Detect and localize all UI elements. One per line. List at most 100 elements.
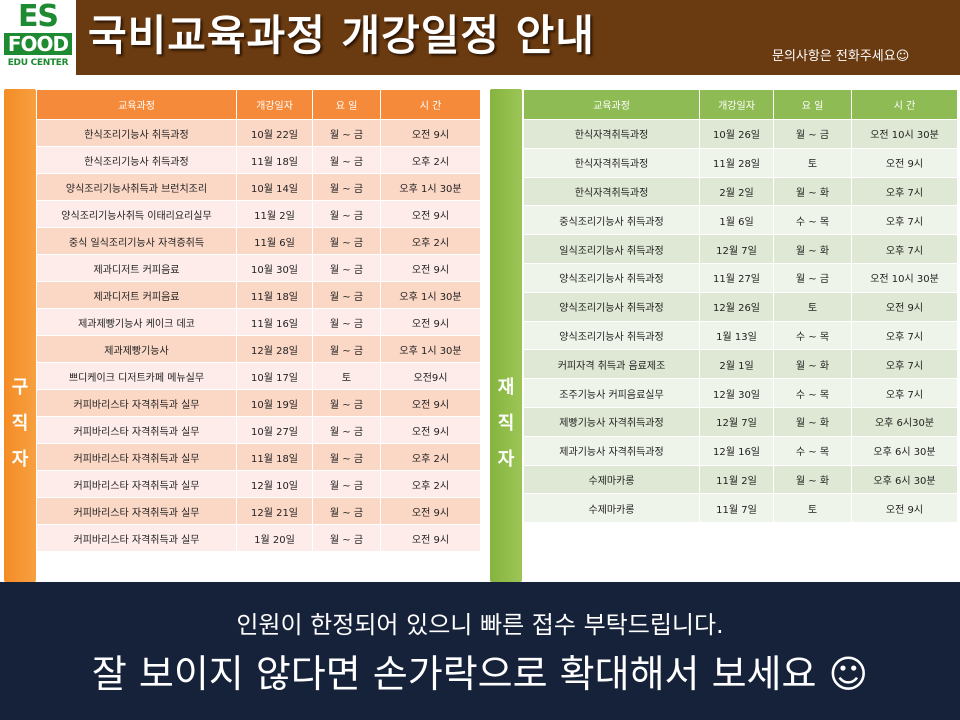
job-seeker-side-label: 구 직 자	[4, 89, 36, 582]
weekday-cell: 월 ~ 화	[773, 464, 852, 495]
side-label-char: 직	[497, 413, 515, 434]
course-cell: 커피바리스타 자격취득과 실무	[36, 443, 237, 471]
weekday-cell: 월 ~ 금	[312, 254, 381, 282]
footer-zoom-hint: 잘 보이지 않다면 손가락으로 확대해서 보세요 ☺	[91, 652, 869, 696]
column-header-start-date: 개강일자	[699, 89, 774, 120]
weekday-cell: 월 ~ 화	[773, 406, 852, 437]
time-cell: 오후 7시	[851, 234, 958, 264]
time-cell: 오후 1시 30분	[380, 281, 481, 309]
course-cell: 일식조리기능사 취득과정	[523, 234, 700, 264]
course-cell: 수제마카롱	[523, 493, 700, 524]
start-date-cell: 11월 18일	[236, 146, 313, 174]
course-cell: 양식조리기능사 취득과정	[523, 262, 700, 293]
table-row: 쁘디케이크 디저트카페 메뉴실무 10월 17일 토 오전9시	[36, 362, 481, 390]
course-cell: 조주기능사 커피음료실무	[523, 378, 700, 408]
table-row: 커피바리스타 자격취득과 실무 12월 21일 월 ~ 금 오전 9시	[36, 497, 481, 525]
table-row: 한식자격취득과정 2월 2일 월 ~ 화 오후 7시	[523, 176, 958, 207]
time-cell: 오전 10시 30분	[851, 119, 958, 149]
course-cell: 커피바리스타 자격취득과 실무	[36, 416, 237, 444]
weekday-cell: 토	[773, 493, 852, 524]
start-date-cell: 1월 6일	[699, 205, 774, 236]
table-row: 제과제빵기능사 케이크 데코 11월 16일 월 ~ 금 오전 9시	[36, 308, 481, 336]
weekday-cell: 월 ~ 금	[312, 173, 381, 201]
time-cell: 오후 2시	[380, 227, 481, 255]
table-row: 양식조리기능사취득 이태리요리실무 11월 2일 월 ~ 금 오전 9시	[36, 200, 481, 228]
contact-note: 문의사항은 전화주세요☺	[772, 49, 910, 64]
time-cell: 오전 9시	[851, 291, 958, 322]
time-cell: 오후 6시 30분	[851, 464, 958, 495]
weekday-cell: 월 ~ 금	[312, 335, 381, 363]
course-cell: 중식조리기능사 취득과정	[523, 205, 700, 236]
table-row: 수제마카롱 11월 7일 토 오전 9시	[523, 493, 958, 524]
start-date-cell: 10월 27일	[236, 416, 313, 444]
course-cell: 쁘디케이크 디저트카페 메뉴실무	[36, 362, 237, 390]
weekday-cell: 월 ~ 금	[312, 416, 381, 444]
start-date-cell: 11월 18일	[236, 281, 313, 309]
es-food-logo: ES FOOD EDU CENTER	[0, 0, 76, 75]
time-cell: 오전 9시	[380, 389, 481, 417]
time-cell: 오전 9시	[851, 147, 958, 178]
table-header-row: 교육과정 개강일자 요 일 시 간	[36, 89, 481, 120]
table-row: 일식조리기능사 취득과정 12월 7일 월 ~ 화 오후 7시	[523, 234, 958, 264]
table-row: 중식 일식조리기능사 자격증취득 11월 6일 월 ~ 금 오후 2시	[36, 227, 481, 255]
column-header-time: 시 간	[380, 89, 481, 120]
course-cell: 수제마카롱	[523, 464, 700, 495]
weekday-cell: 월 ~ 금	[312, 308, 381, 336]
start-date-cell: 10월 17일	[236, 362, 313, 390]
start-date-cell: 11월 28일	[699, 147, 774, 178]
course-cell: 한식자격취득과정	[523, 147, 700, 178]
course-cell: 한식조리기능사 취득과정	[36, 119, 237, 147]
weekday-cell: 월 ~ 금	[312, 389, 381, 417]
course-cell: 커피바리스타 자격취득과 실무	[36, 470, 237, 498]
time-cell: 오후 6시30분	[851, 406, 958, 437]
time-cell: 오후 1시 30분	[380, 335, 481, 363]
weekday-cell: 수 ~ 목	[773, 320, 852, 351]
table-row: 수제마카롱 11월 2일 월 ~ 화 오후 6시 30분	[523, 464, 958, 495]
table-row: 제과제빵기능사 12월 28일 월 ~ 금 오후 1시 30분	[36, 335, 481, 363]
course-cell: 양식조리기능사 취득과정	[523, 291, 700, 322]
weekday-cell: 월 ~ 금	[312, 119, 381, 147]
table-row: 커피바리스타 자격취득과 실무 10월 27일 월 ~ 금 오전 9시	[36, 416, 481, 444]
weekday-cell: 월 ~ 금	[312, 443, 381, 471]
page-title: 국비교육과정 개강일정 안내	[88, 11, 595, 60]
table-row: 제과디저트 커피음료 11월 18일 월 ~ 금 오후 1시 30분	[36, 281, 481, 309]
time-cell: 오전 10시 30분	[851, 262, 958, 293]
course-cell: 중식 일식조리기능사 자격증취득	[36, 227, 237, 255]
employee-schedule-table: 교육과정 개강일자 요 일 시 간 한식자격취득과정 10월 26일 월 ~ 금 오전…	[523, 89, 958, 524]
time-cell: 오전 9시	[380, 119, 481, 147]
weekday-cell: 월 ~ 금	[312, 146, 381, 174]
start-date-cell: 10월 14일	[236, 173, 313, 201]
table-row: 한식자격취득과정 11월 28일 토 오전 9시	[523, 147, 958, 178]
time-cell: 오전 9시	[380, 524, 481, 552]
time-cell: 오후 1시 30분	[380, 173, 481, 201]
logo-text-es: ES	[17, 0, 59, 34]
table-row: 중식조리기능사 취득과정 1월 6일 수 ~ 목 오후 7시	[523, 205, 958, 236]
course-cell: 한식자격취득과정	[523, 119, 700, 149]
weekday-cell: 월 ~ 금	[312, 200, 381, 228]
start-date-cell: 12월 10일	[236, 470, 313, 498]
start-date-cell: 12월 30일	[699, 378, 774, 408]
table-row: 한식자격취득과정 10월 26일 월 ~ 금 오전 10시 30분	[523, 119, 958, 149]
time-cell: 오전 9시	[851, 493, 958, 524]
course-cell: 커피바리스타 자격취득과 실무	[36, 389, 237, 417]
start-date-cell: 12월 7일	[699, 406, 774, 437]
weekday-cell: 수 ~ 목	[773, 378, 852, 408]
start-date-cell: 12월 21일	[236, 497, 313, 525]
time-cell: 오후 2시	[380, 470, 481, 498]
course-cell: 한식자격취득과정	[523, 176, 700, 207]
weekday-cell: 월 ~ 금	[312, 470, 381, 498]
course-cell: 커피바리스타 자격취득과 실무	[36, 524, 237, 552]
column-header-course: 교육과정	[36, 89, 237, 120]
side-label-char: 재	[497, 377, 515, 398]
weekday-cell: 월 ~ 금	[312, 497, 381, 525]
footer-banner: 인원이 한정되어 있으니 빠른 접수 부탁드립니다. 잘 보이지 않다면 손가락…	[0, 582, 960, 720]
start-date-cell: 12월 26일	[699, 291, 774, 322]
start-date-cell: 11월 6일	[236, 227, 313, 255]
start-date-cell: 1월 13일	[699, 320, 774, 351]
column-header-weekday: 요 일	[312, 89, 381, 120]
table-row: 제과디저트 커피음료 10월 30일 월 ~ 금 오전 9시	[36, 254, 481, 282]
side-label-char: 자	[11, 449, 29, 470]
weekday-cell: 토	[312, 362, 381, 390]
start-date-cell: 12월 16일	[699, 435, 774, 466]
weekday-cell: 월 ~ 화	[773, 234, 852, 264]
